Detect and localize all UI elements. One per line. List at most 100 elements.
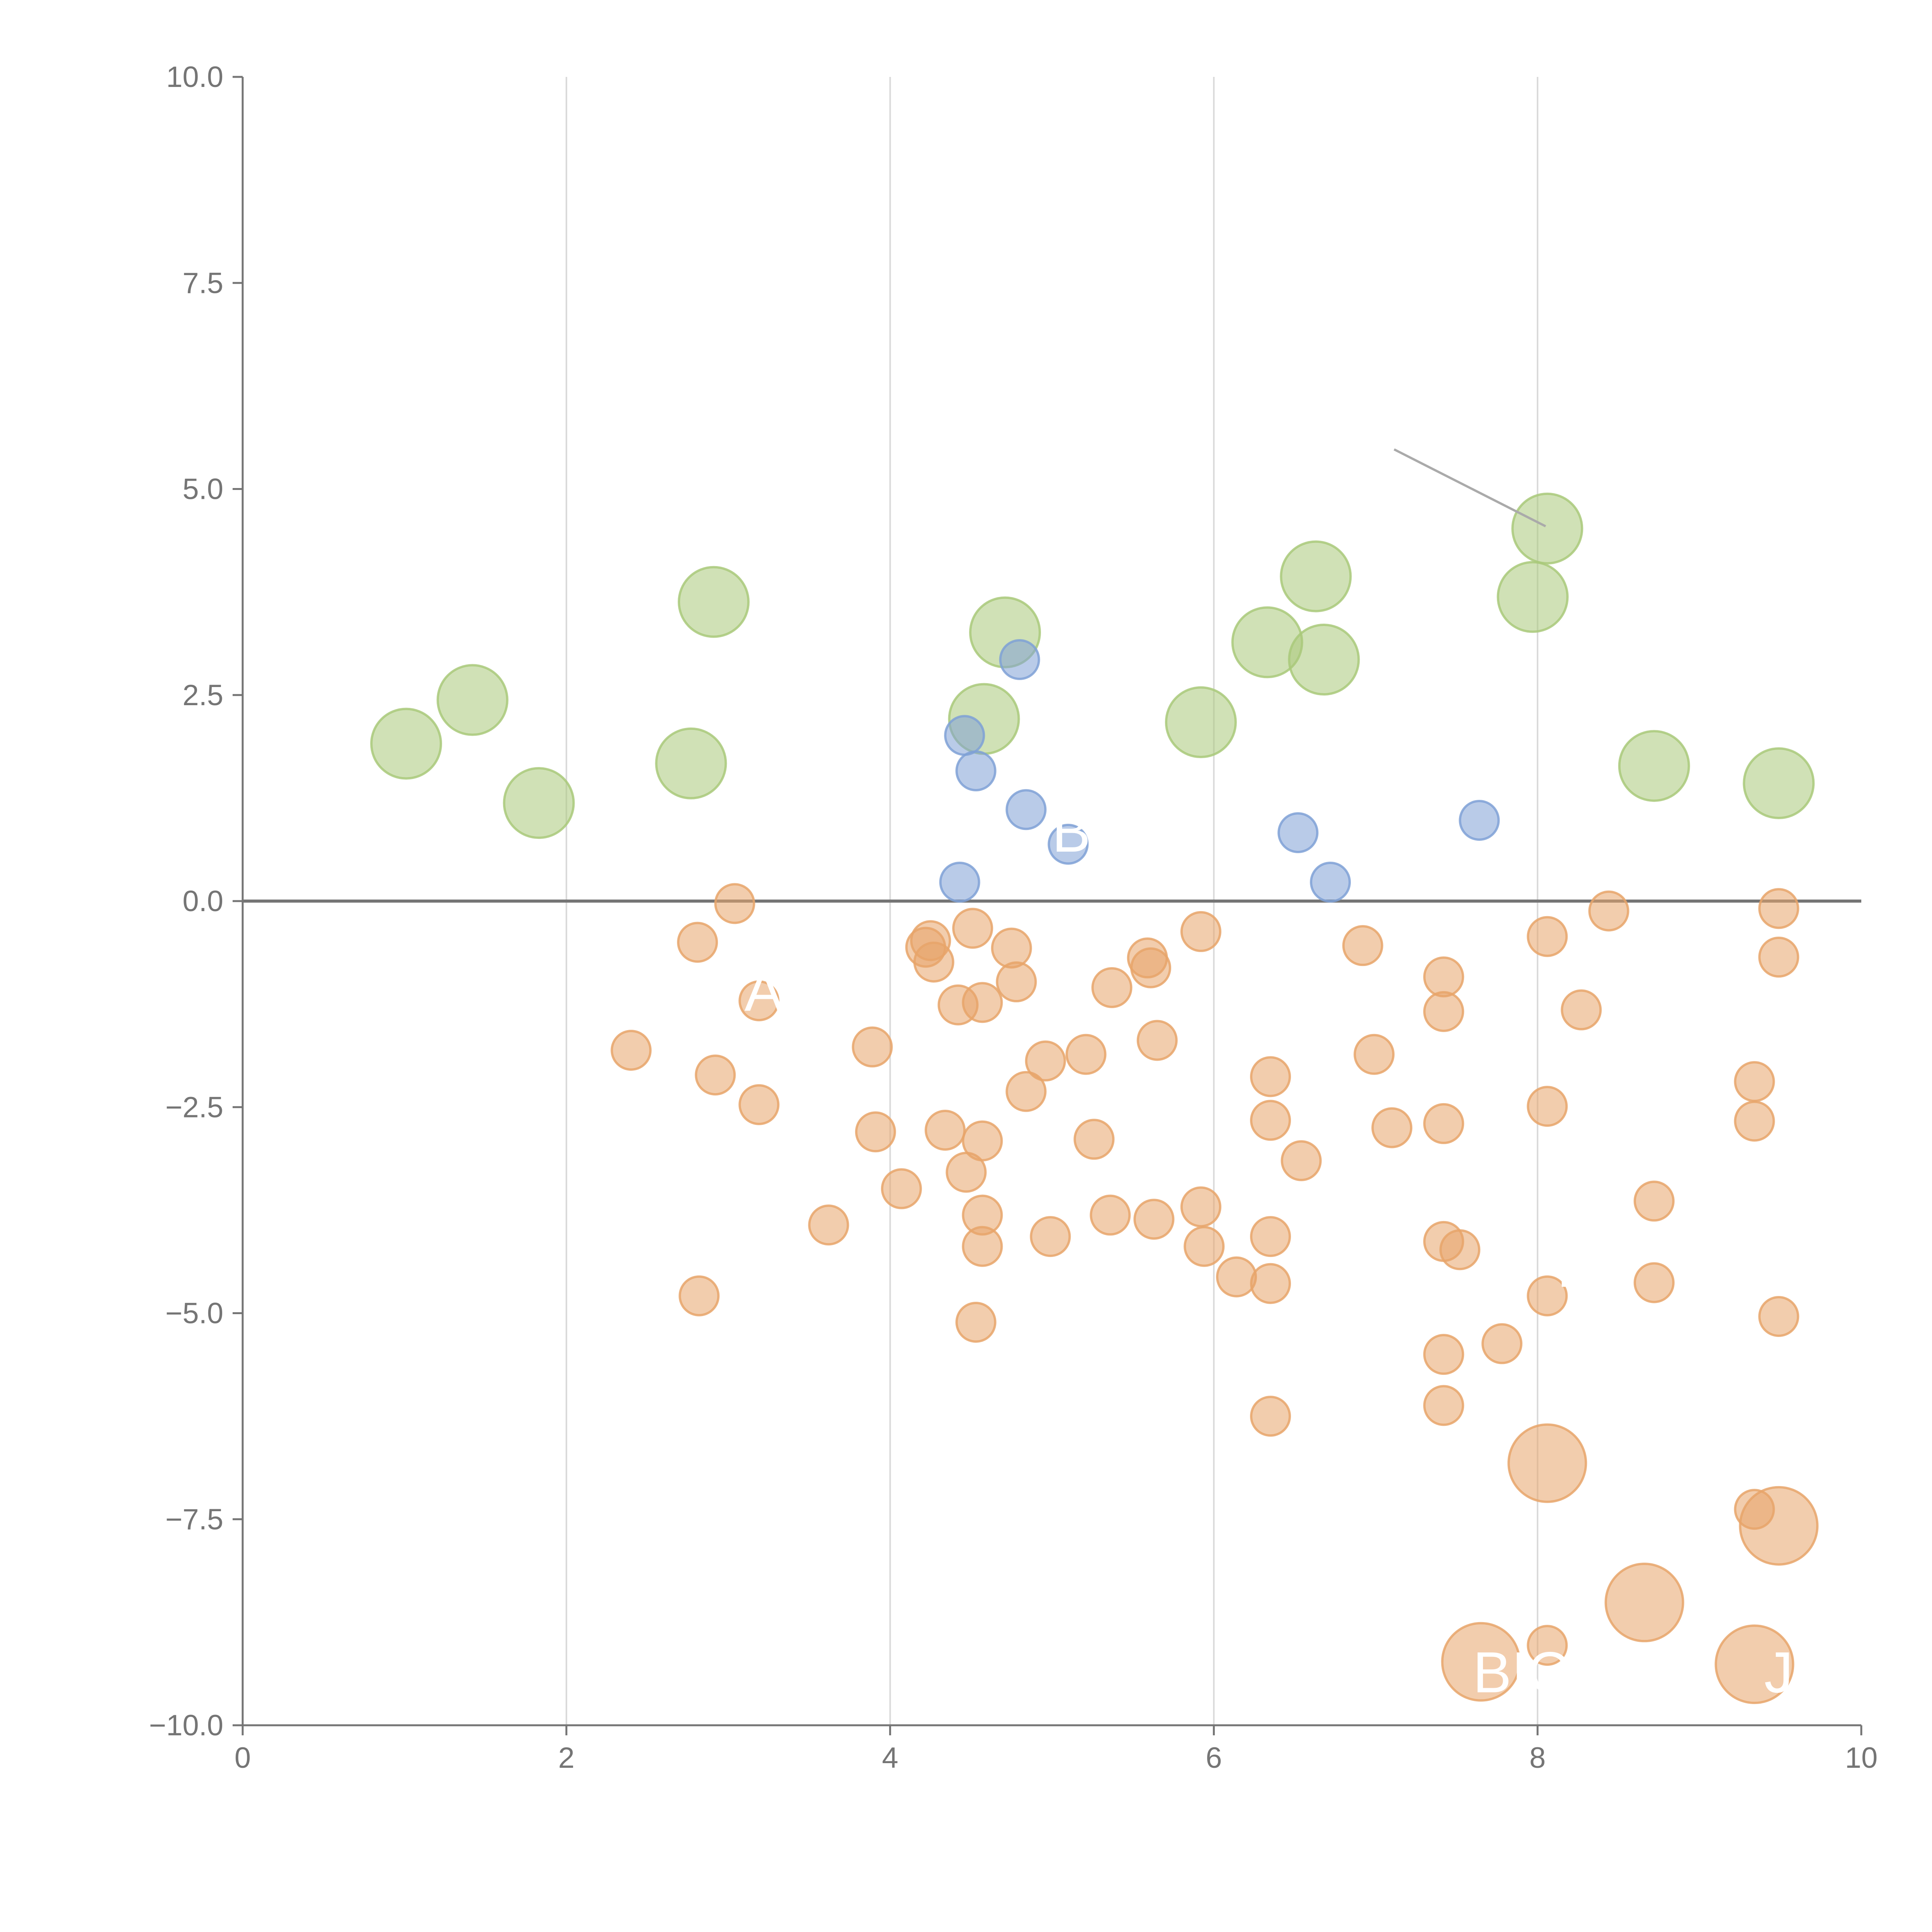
orange-point [1507, 1423, 1587, 1503]
orange-point [1527, 916, 1568, 957]
orange-point [1633, 1262, 1675, 1303]
orange-point [1250, 1056, 1291, 1097]
orange-point [611, 1030, 652, 1071]
orange-point [1423, 1103, 1464, 1144]
y-tick-label: −10.0 [149, 1709, 223, 1742]
orange-point [1250, 1100, 1291, 1141]
green-point [1288, 624, 1360, 696]
orange-point [714, 883, 755, 924]
orange-point [1481, 1323, 1523, 1364]
orange-point [808, 1204, 849, 1246]
green-point [677, 566, 750, 638]
orange-point [1561, 989, 1602, 1031]
orange-point [1604, 1563, 1684, 1643]
y-tick-label: 7.5 [182, 267, 223, 299]
orange-point [1250, 1396, 1291, 1437]
orange-point [1423, 956, 1464, 998]
annotation-label: JOL [1764, 1640, 1871, 1705]
orange-point [695, 1054, 736, 1096]
orange-point [677, 922, 718, 963]
orange-point [962, 982, 1003, 1023]
orange-point [925, 1109, 966, 1151]
orange-point [1180, 1186, 1221, 1228]
blue-point [999, 639, 1040, 680]
orange-point [1588, 890, 1629, 932]
orange-point [962, 1226, 1003, 1267]
orange-point [1133, 1199, 1175, 1240]
orange-point [1527, 1086, 1568, 1127]
green-point [655, 727, 727, 799]
orange-point [1073, 1119, 1115, 1160]
orange-point [1136, 1020, 1178, 1061]
green-point [1743, 747, 1815, 819]
orange-point [1714, 1624, 1794, 1704]
annotation-label: A [745, 958, 783, 1023]
blue-point [944, 715, 985, 756]
orange-point [1130, 947, 1172, 988]
x-tick-label: 2 [558, 1742, 575, 1774]
orange-point [1439, 1229, 1481, 1270]
orange-point [1527, 1275, 1568, 1316]
orange-point [1281, 1140, 1322, 1181]
x-tick-label: 10 [1845, 1742, 1878, 1774]
x-tick-label: 8 [1529, 1742, 1546, 1774]
orange-point [1030, 1216, 1071, 1257]
axis-layer: 0 2 4 6 8 10 10.0 7.5 5.0 2.5 0.0 −2.5 −5.0 −7.5 −10.0 [149, 61, 1878, 1774]
orange-point [1423, 991, 1464, 1032]
orange-point [1758, 1296, 1799, 1337]
points-layer [370, 448, 1819, 1704]
orange-point [1423, 1385, 1464, 1426]
orange-point [855, 1111, 896, 1153]
green-point [1497, 561, 1569, 633]
orange-point [679, 1275, 720, 1316]
green-point [1618, 730, 1690, 802]
orange-point [1734, 1100, 1775, 1142]
orange-point [1734, 1061, 1775, 1102]
orange-point [1065, 1034, 1107, 1075]
orange-point [1005, 1071, 1047, 1112]
orange-point [1250, 1216, 1291, 1257]
blue-point [1048, 823, 1089, 865]
blue-point [1005, 789, 1047, 830]
x-tick-label: 0 [235, 1742, 251, 1774]
y-tick-label: 2.5 [182, 679, 223, 712]
y-tick-label: 5.0 [182, 473, 223, 506]
blue-point [1277, 812, 1319, 853]
blue-point [1459, 799, 1500, 841]
orange-point [1354, 1034, 1395, 1075]
orange-point [1180, 911, 1221, 952]
orange-point [1758, 937, 1799, 978]
orange-point [738, 1084, 780, 1125]
green-point [1511, 492, 1583, 565]
orange-point [1025, 1040, 1066, 1082]
x-tick-label: 6 [1206, 1742, 1222, 1774]
orange-point [1527, 1625, 1568, 1666]
green-point [1165, 686, 1237, 759]
orange-point [1633, 1180, 1675, 1222]
annotation-label: D [1557, 1234, 1599, 1299]
annotation-layer: A B D BIC JOL [745, 799, 1871, 1705]
blue-point [939, 861, 980, 903]
orange-point [1423, 1334, 1464, 1375]
orange-point [996, 961, 1037, 1003]
annotation-leader-line [1393, 448, 1546, 527]
green-point [436, 664, 509, 736]
orange-point [952, 908, 993, 949]
orange-point [991, 927, 1032, 969]
orange-point [1342, 925, 1383, 966]
orange-point [955, 1301, 997, 1343]
blue-point [955, 750, 997, 791]
y-tick-label: −5.0 [165, 1297, 223, 1330]
orange-point [1090, 1194, 1131, 1236]
orange-point [738, 980, 780, 1022]
orange-point [962, 1120, 1003, 1162]
y-tick-label: 0.0 [182, 885, 223, 918]
y-tick-label: −2.5 [165, 1091, 223, 1124]
orange-point [1216, 1256, 1257, 1298]
green-point [503, 767, 575, 839]
orange-point [1091, 967, 1133, 1008]
orange-point [1739, 1486, 1819, 1566]
y-tick-label: −7.5 [165, 1503, 223, 1536]
green-point [370, 707, 442, 780]
